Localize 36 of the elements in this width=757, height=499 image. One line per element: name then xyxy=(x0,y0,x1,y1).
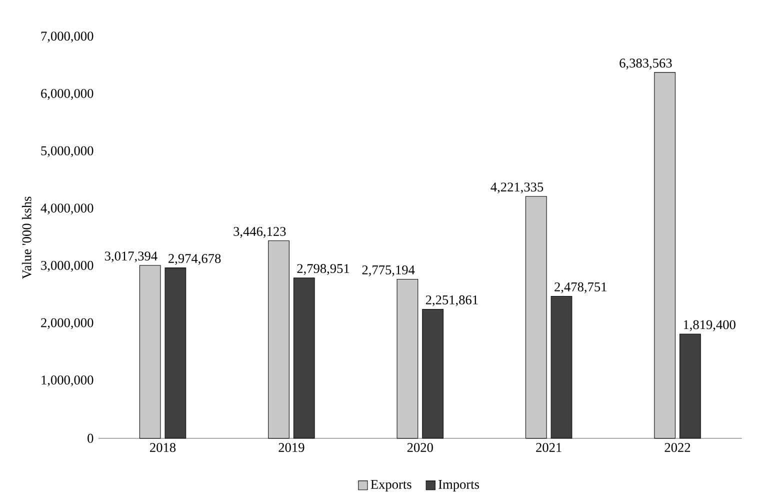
data-label: 1,819,400 xyxy=(684,320,736,332)
bar xyxy=(293,278,315,439)
y-tick-label: 1,000,000 xyxy=(42,376,94,386)
data-label: 3,017,394 xyxy=(105,252,158,262)
data-label: 3,446,123 xyxy=(234,227,286,238)
data-label: 6,383,563 xyxy=(620,58,672,70)
x-tick-label: 2020 xyxy=(407,443,433,452)
legend-label: Exports xyxy=(370,480,412,492)
y-tick-label: 3,000,000 xyxy=(41,260,94,272)
bar xyxy=(164,268,186,439)
data-label: 2,775,194 xyxy=(362,266,415,276)
bar xyxy=(268,240,290,439)
y-tick-label: 0 xyxy=(88,434,94,443)
y-tick-label: 2,000,000 xyxy=(41,318,94,330)
bar xyxy=(139,265,161,439)
x-tick-label: 2022 xyxy=(664,443,690,452)
bar xyxy=(680,334,701,439)
data-label: 4,221,335 xyxy=(490,182,544,194)
data-label: 2,478,751 xyxy=(554,282,606,294)
y-tick-label: 6,000,000 xyxy=(41,89,94,100)
y-tick-label: 4,000,000 xyxy=(40,204,94,215)
bar xyxy=(422,309,444,439)
x-tick-label: 2018 xyxy=(150,443,176,452)
bar xyxy=(525,196,547,439)
x-tick-label: 2021 xyxy=(536,443,562,452)
bar xyxy=(550,296,572,439)
bar xyxy=(654,72,676,439)
bar xyxy=(396,279,418,439)
data-label: 2,251,861 xyxy=(426,295,478,306)
x-tick-label: 2019 xyxy=(278,443,304,452)
legend-label: Imports xyxy=(438,480,479,492)
data-label: 2,798,951 xyxy=(297,264,350,276)
y-tick-label: 7,000,000 xyxy=(41,32,94,43)
data-label: 2,974,678 xyxy=(168,254,221,265)
y-axis-title: Value '000 kshs xyxy=(22,196,32,280)
y-tick-label: 5,000,000 xyxy=(41,146,94,158)
